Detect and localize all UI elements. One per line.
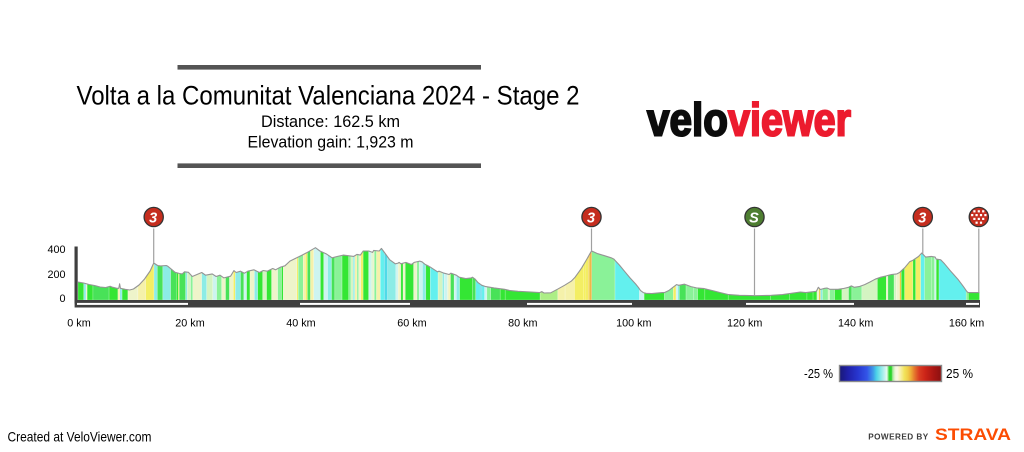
svg-text:200: 200 bbox=[47, 269, 65, 281]
svg-text:3: 3 bbox=[587, 210, 595, 226]
svg-text:40 km: 40 km bbox=[286, 317, 315, 329]
svg-text:Created at VeloViewer.com: Created at VeloViewer.com bbox=[8, 430, 152, 445]
svg-text:120 km: 120 km bbox=[727, 317, 762, 329]
svg-text:0 km: 0 km bbox=[67, 317, 90, 329]
svg-text:140 km: 140 km bbox=[838, 317, 873, 329]
svg-text:Distance: 162.5 km: Distance: 162.5 km bbox=[261, 112, 400, 131]
svg-text:100 km: 100 km bbox=[616, 317, 651, 329]
svg-text:400: 400 bbox=[47, 244, 65, 256]
svg-text:velo: velo bbox=[647, 94, 728, 146]
svg-text:3: 3 bbox=[149, 210, 157, 226]
svg-text:STRAVA: STRAVA bbox=[935, 425, 1011, 444]
svg-text:S: S bbox=[749, 210, 759, 226]
svg-text:80 km: 80 km bbox=[508, 317, 537, 329]
svg-text:Elevation gain: 1,923 m: Elevation gain: 1,923 m bbox=[248, 133, 414, 152]
svg-text:60 km: 60 km bbox=[397, 317, 426, 329]
svg-text:viewer: viewer bbox=[728, 94, 851, 146]
svg-text:Volta a la Comunitat Valencian: Volta a la Comunitat Valenciana 2024 - S… bbox=[77, 80, 580, 110]
svg-text:0: 0 bbox=[59, 293, 65, 305]
svg-text:-25 %: -25 % bbox=[804, 367, 833, 381]
svg-text:3: 3 bbox=[918, 210, 926, 226]
svg-text:25 %: 25 % bbox=[946, 367, 973, 381]
svg-text:POWERED BY: POWERED BY bbox=[868, 433, 929, 442]
svg-text:20 km: 20 km bbox=[175, 317, 204, 329]
svg-text:160 km: 160 km bbox=[949, 317, 984, 329]
